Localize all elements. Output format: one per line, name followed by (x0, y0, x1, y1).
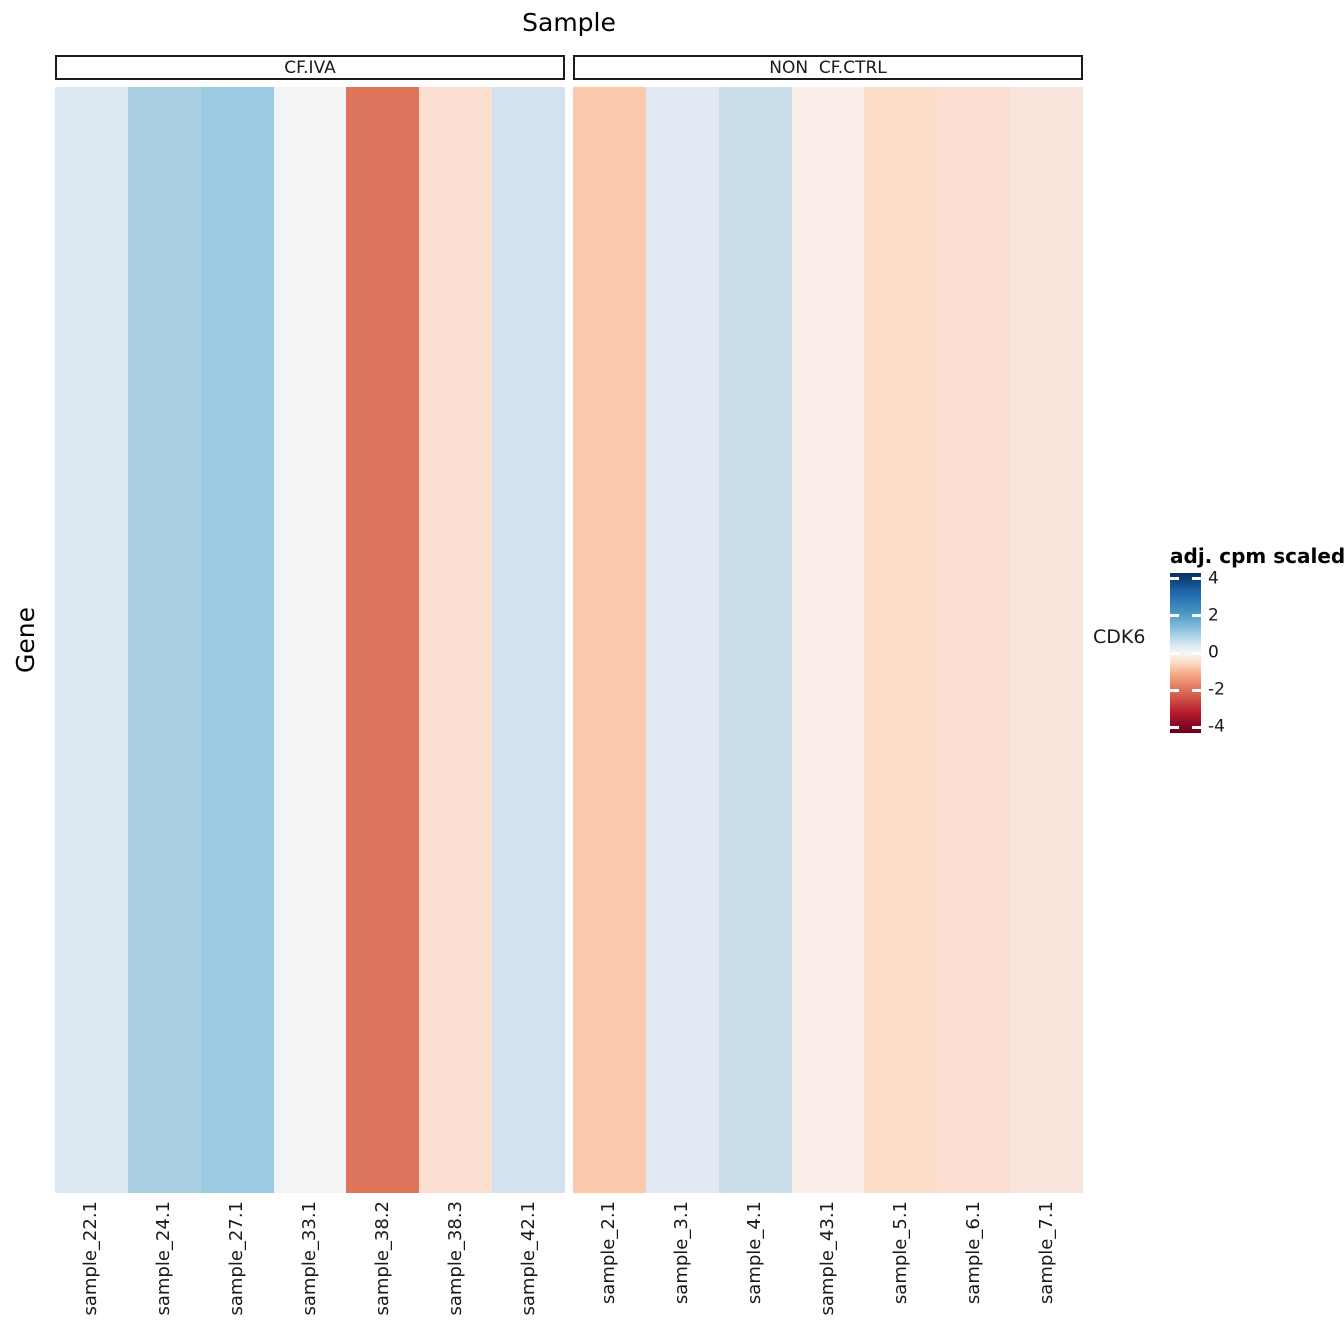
x-axis-tick-label: sample_27.1 (226, 1201, 248, 1316)
heatmap-cell (200, 87, 274, 1193)
heatmap-cell (573, 87, 646, 1193)
heatmap-cell (55, 87, 128, 1193)
colorbar-tick-mark (1192, 614, 1201, 618)
x-axis-tick-label-cell: sample_4.1 (719, 1201, 792, 1343)
x-axis-tick-label: sample_42.1 (517, 1201, 539, 1316)
x-axis-tick-label: sample_24.1 (153, 1201, 175, 1316)
x-axis-tick-label: sample_4.1 (744, 1201, 766, 1305)
colorbar-tick-label: 2 (1208, 605, 1219, 626)
facet-strip-label: CF.IVA (284, 57, 336, 78)
legend-colorbar (1170, 573, 1201, 733)
colorbar-tick-mark (1192, 688, 1201, 692)
heatmap-cell (419, 87, 493, 1193)
x-axis-labels-cf-iva: sample_22.1 sample_24.1 sample_27.1 sample_… (55, 1201, 565, 1343)
x-axis-tick-label: sample_38.2 (371, 1201, 393, 1316)
heatmap-cell (492, 87, 566, 1193)
x-axis-tick-label-cell: sample_43.1 (792, 1201, 865, 1343)
facet-strip-label: NON CF.CTRL (769, 57, 887, 78)
heatmap-cell (346, 87, 420, 1193)
heatmap-cell (718, 87, 792, 1193)
colorbar-tick-label: -2 (1208, 679, 1225, 700)
colorbar-tick-label: -4 (1208, 716, 1225, 737)
x-axis-tick-label-cell: sample_38.2 (346, 1201, 419, 1343)
heatmap-cell (864, 87, 938, 1193)
x-axis-tick-label-cell: sample_22.1 (55, 1201, 128, 1343)
x-axis-tick-label: sample_7.1 (1035, 1201, 1057, 1305)
y-axis-title-wrap: Gene (2, 87, 48, 1193)
x-axis-tick-label-cell: sample_42.1 (492, 1201, 565, 1343)
x-axis-tick-label-cell: sample_38.3 (419, 1201, 492, 1343)
colorbar-tick-mark (1170, 651, 1179, 655)
x-axis-tick-label: sample_22.1 (80, 1201, 102, 1316)
heatmap-facet-non-cf-ctrl (573, 87, 1084, 1193)
legend-title: adj. cpm scaled (1170, 544, 1344, 568)
heatmap-cell (937, 87, 1011, 1193)
x-axis-tick-label-cell: sample_27.1 (201, 1201, 274, 1343)
colorbar-tick-mark (1170, 688, 1179, 692)
x-axis-tick-label: sample_33.1 (299, 1201, 320, 1316)
x-axis-tick-label: sample_2.1 (598, 1201, 620, 1305)
colorbar-tick-label: 0 (1208, 642, 1219, 663)
colorbar-tick-mark (1170, 577, 1179, 581)
x-axis-tick-label-cell: sample_3.1 (646, 1201, 719, 1343)
heatmap-cell (127, 87, 201, 1193)
x-axis-tick-label-cell: sample_6.1 (937, 1201, 1010, 1343)
heatmap-cell (1010, 87, 1084, 1193)
x-axis-tick-label-cell: sample_5.1 (864, 1201, 937, 1343)
colorbar-tick-mark (1192, 651, 1201, 655)
gene-row-label: CDK6 (1093, 626, 1146, 648)
colorbar-tick-mark (1192, 577, 1201, 581)
heatmap-cell (273, 87, 347, 1193)
colorbar-tick-mark (1170, 725, 1179, 729)
colorbar-tick-label: 4 (1208, 568, 1219, 589)
x-axis-tick-label-cell: sample_2.1 (573, 1201, 646, 1343)
colorbar-tick-mark (1170, 614, 1179, 618)
facet-strip-cf-iva: CF.IVA (55, 55, 565, 80)
x-axis-tick-label: sample_5.1 (889, 1201, 911, 1305)
x-axis-tick-label: sample_6.1 (962, 1201, 984, 1305)
x-axis-tick-label: sample_38.3 (444, 1201, 466, 1316)
x-axis-tick-label-cell: sample_33.1 (274, 1201, 347, 1343)
facet-strip-non-cf-ctrl: NON CF.CTRL (573, 55, 1083, 80)
heatmap-cell (791, 87, 865, 1193)
colorbar-tick-mark (1192, 725, 1201, 729)
x-axis-tick-label: sample_3.1 (671, 1201, 693, 1305)
heatmap-cell (645, 87, 719, 1193)
heatmap-facet-cf-iva (55, 87, 566, 1193)
x-axis-tick-label-cell: sample_7.1 (1010, 1201, 1083, 1343)
x-axis-tick-label-cell: sample_24.1 (128, 1201, 201, 1343)
colorbar-legend: adj. cpm scaled 4 2 0 -2 -4 (1170, 544, 1344, 774)
x-axis-tick-label: sample_43.1 (817, 1201, 838, 1316)
y-axis-title: Gene (10, 607, 40, 673)
plot-title: Sample (522, 8, 616, 37)
x-axis-labels-non-cf-ctrl: sample_2.1 sample_3.1 sample_4.1 sample_43.… (573, 1201, 1083, 1343)
